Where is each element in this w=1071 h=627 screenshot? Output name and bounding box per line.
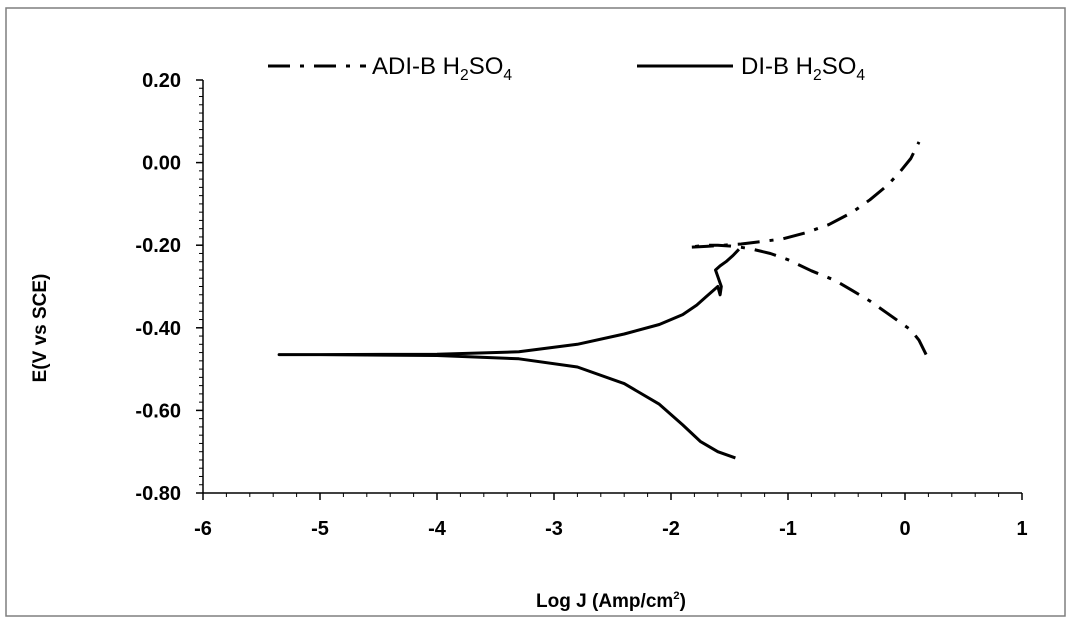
series-line-adi-b [687, 141, 928, 356]
legend-label-adi-b: ADI-B H2SO4 [372, 53, 512, 84]
y-tick-label: 0.00 [142, 153, 181, 175]
y-tick-label: -0.40 [135, 318, 181, 340]
x-tick-label: 1 [1016, 518, 1027, 540]
x-tick-label: -5 [311, 518, 329, 540]
x-tick-label: -1 [779, 518, 797, 540]
y-tick-label: -0.20 [135, 235, 181, 257]
x-tick-label: 0 [899, 518, 910, 540]
x-tick-label: -3 [545, 518, 563, 540]
y-axis-title: E(V vs SCE) [30, 274, 51, 383]
x-tick-label: -2 [662, 518, 680, 540]
legend-label-di-b: DI-B H2SO4 [741, 53, 865, 84]
series-line-di-b [277, 248, 740, 460]
y-tick-label: -0.80 [135, 483, 181, 505]
y-tick-label: 0.20 [142, 70, 181, 92]
x-tick-label: -6 [194, 518, 212, 540]
chart-frame [5, 7, 1066, 617]
y-tick-label: -0.60 [135, 400, 181, 422]
x-tick-label: -4 [428, 518, 447, 540]
x-axis-title: Log J (Amp/cm2) [536, 590, 686, 612]
